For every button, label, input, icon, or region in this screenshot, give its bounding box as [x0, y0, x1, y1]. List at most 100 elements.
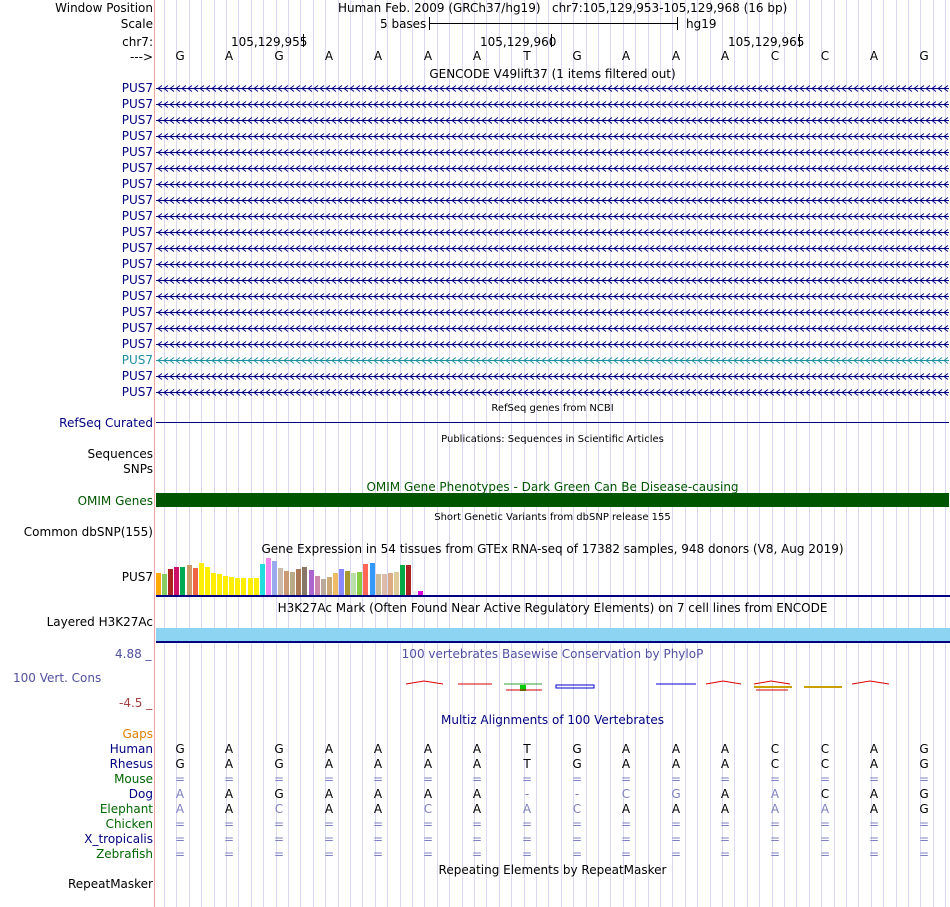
gencode-gene-feature[interactable] — [156, 195, 949, 206]
multiz-track-title[interactable]: Multiz Alignments of 100 Vertebrates — [440, 713, 665, 727]
gencode-gene-label[interactable]: PUS7 — [121, 177, 153, 191]
publications-sequences-label[interactable]: Sequences — [87, 447, 153, 461]
gencode-gene-label[interactable]: PUS7 — [121, 145, 153, 159]
h3k27ac-label[interactable]: Layered H3K27Ac — [46, 615, 153, 629]
gencode-gene-label[interactable]: PUS7 — [121, 81, 153, 95]
gtex-tissue-bar[interactable] — [290, 572, 295, 595]
gencode-gene-label[interactable]: PUS7 — [121, 289, 153, 303]
gtex-tissue-bar[interactable] — [254, 578, 259, 595]
gtex-tissue-bar[interactable] — [400, 565, 405, 595]
gtex-tissue-bar[interactable] — [309, 570, 314, 595]
gtex-tissue-bar[interactable] — [388, 573, 393, 595]
gencode-gene-label[interactable]: PUS7 — [121, 273, 153, 287]
gtex-tissue-bar[interactable] — [278, 568, 283, 595]
gtex-tissue-bar[interactable] — [394, 572, 399, 595]
multiz-species-label[interactable]: Mouse — [114, 772, 153, 786]
multiz-species-label[interactable]: Chicken — [105, 817, 153, 831]
gencode-gene-label[interactable]: PUS7 — [121, 209, 153, 223]
gencode-gene-feature[interactable] — [156, 355, 949, 366]
gtex-tissue-bar[interactable] — [248, 578, 253, 595]
omim-track-title[interactable]: OMIM Gene Phenotypes - Dark Green Can Be… — [366, 480, 739, 494]
gencode-gene-feature[interactable] — [156, 179, 949, 190]
omim-label[interactable]: OMIM Genes — [77, 494, 153, 508]
gencode-gene-feature[interactable] — [156, 227, 949, 238]
gtex-tissue-bar[interactable] — [162, 574, 167, 595]
gencode-gene-label[interactable]: PUS7 — [121, 97, 153, 111]
multiz-species-label[interactable]: X_tropicalis — [84, 832, 153, 846]
gtex-tissue-bar[interactable] — [363, 564, 368, 595]
dbsnp-label[interactable]: Common dbSNP(155) — [23, 525, 153, 539]
gtex-tissue-bar[interactable] — [296, 569, 301, 595]
gencode-gene-feature[interactable] — [156, 99, 949, 110]
gencode-gene-feature[interactable] — [156, 115, 949, 126]
gtex-tissue-bar[interactable] — [187, 565, 192, 595]
gtex-tissue-bar[interactable] — [156, 573, 161, 595]
gencode-gene-label[interactable]: PUS7 — [121, 385, 153, 399]
gencode-gene-feature[interactable] — [156, 323, 949, 334]
gtex-tissue-bar[interactable] — [284, 571, 289, 595]
gtex-tissue-bar[interactable] — [333, 573, 338, 595]
gtex-tissue-bar[interactable] — [345, 571, 350, 595]
gencode-gene-label[interactable]: PUS7 — [121, 369, 153, 383]
gencode-gene-feature[interactable] — [156, 291, 949, 302]
gencode-gene-feature[interactable] — [156, 131, 949, 142]
gtex-tissue-bar[interactable] — [339, 569, 344, 595]
refseq-gene-line[interactable] — [156, 422, 949, 423]
phylop-signal[interactable] — [156, 676, 950, 698]
gencode-gene-feature[interactable] — [156, 83, 949, 94]
multiz-species-label[interactable]: Dog — [128, 787, 153, 801]
gencode-gene-feature[interactable] — [156, 147, 949, 158]
multiz-species-label[interactable]: Human — [109, 742, 153, 756]
repeatmasker-track-title[interactable]: Repeating Elements by RepeatMasker — [438, 863, 667, 877]
gtex-tissue-bar[interactable] — [321, 579, 326, 595]
gencode-gene-feature[interactable] — [156, 307, 949, 318]
gtex-tissue-bar[interactable] — [199, 563, 204, 595]
gencode-gene-feature[interactable] — [156, 259, 949, 270]
gencode-gene-feature[interactable] — [156, 211, 949, 222]
gencode-gene-label[interactable]: PUS7 — [121, 257, 153, 271]
gtex-tissue-bar[interactable] — [327, 577, 332, 595]
gencode-track-title[interactable]: GENCODE V49lift37 (1 items filtered out) — [429, 67, 676, 81]
phylop-label[interactable]: 100 Vert. Cons — [13, 671, 102, 685]
gtex-track-title[interactable]: Gene Expression in 54 tissues from GTEx … — [261, 542, 844, 556]
gtex-gene-label[interactable]: PUS7 — [121, 570, 153, 584]
phylop-track-title[interactable]: 100 vertebrates Basewise Conservation by… — [401, 647, 704, 661]
gencode-gene-label[interactable]: PUS7 — [121, 129, 153, 143]
gtex-tissue-bar[interactable] — [351, 573, 356, 595]
gencode-gene-feature[interactable] — [156, 163, 949, 174]
gencode-gene-label[interactable]: PUS7 — [121, 337, 153, 351]
gtex-tissue-bar[interactable] — [302, 567, 307, 595]
gtex-tissue-bar[interactable] — [266, 558, 271, 595]
refseq-track-title[interactable]: RefSeq genes from NCBI — [491, 403, 614, 414]
gtex-tissue-bar[interactable] — [406, 565, 411, 595]
dbsnp-track-title[interactable]: Short Genetic Variants from dbSNP releas… — [434, 512, 671, 523]
refseq-label[interactable]: RefSeq Curated — [59, 416, 153, 430]
gaps-label[interactable]: Gaps — [122, 727, 153, 741]
omim-bar[interactable] — [156, 493, 949, 507]
gtex-tissue-bar[interactable] — [241, 578, 246, 595]
multiz-species-label[interactable]: Zebrafish — [96, 847, 153, 861]
gencode-gene-label[interactable]: PUS7 — [121, 161, 153, 175]
gencode-gene-label[interactable]: PUS7 — [121, 241, 153, 255]
gencode-gene-label[interactable]: PUS7 — [121, 353, 153, 367]
gtex-tissue-bar[interactable] — [223, 576, 228, 595]
gencode-gene-label[interactable]: PUS7 — [121, 193, 153, 207]
gtex-tissue-bar[interactable] — [412, 591, 417, 595]
gtex-tissue-bar[interactable] — [217, 574, 222, 595]
gtex-tissue-bar[interactable] — [357, 572, 362, 595]
gencode-gene-label[interactable]: PUS7 — [121, 321, 153, 335]
gencode-gene-feature[interactable] — [156, 371, 949, 382]
gtex-tissue-bar[interactable] — [260, 564, 265, 595]
multiz-species-label[interactable]: Elephant — [99, 802, 153, 816]
gtex-tissue-bar[interactable] — [211, 573, 216, 595]
gtex-tissue-bar[interactable] — [229, 577, 234, 595]
gtex-tissue-bar[interactable] — [168, 569, 173, 595]
gencode-gene-label[interactable]: PUS7 — [121, 225, 153, 239]
gtex-tissue-bar[interactable] — [418, 591, 423, 595]
gtex-tissue-bar[interactable] — [376, 574, 381, 595]
gtex-tissue-bar[interactable] — [370, 563, 375, 595]
h3k27ac-signal[interactable] — [156, 628, 950, 641]
gtex-tissue-bar[interactable] — [180, 567, 185, 595]
repeatmasker-label[interactable]: RepeatMasker — [67, 877, 153, 891]
gencode-gene-label[interactable]: PUS7 — [121, 113, 153, 127]
